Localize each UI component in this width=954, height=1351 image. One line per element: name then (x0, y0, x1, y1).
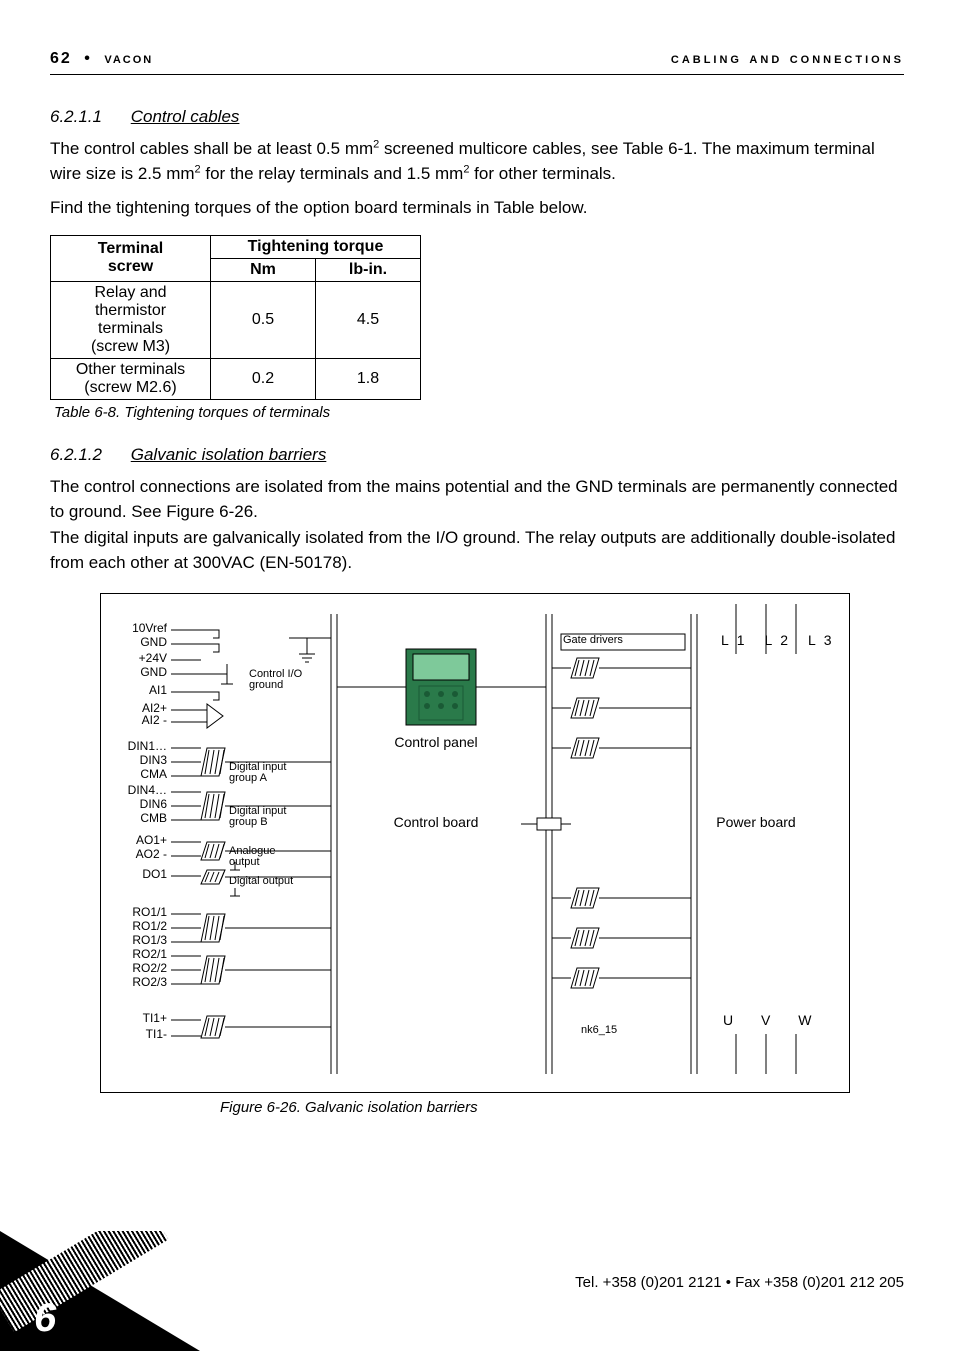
torque-table: Terminal screw Tightening torque Nm lb-i… (50, 235, 421, 400)
th-nm: Nm (211, 258, 316, 281)
bullet-icon: • (84, 50, 92, 67)
footer-contact: Tel. +358 (0)201 2121 • Fax +358 (0)201 … (575, 1274, 904, 1291)
cell-term: Relay andthermistorterminals(screw M3) (51, 281, 211, 358)
table-caption: Table 6-8. Tightening torques of termina… (54, 404, 904, 421)
text: V (761, 1012, 782, 1028)
paragraph-3: The control connections are isolated fro… (50, 475, 904, 524)
brand: vacon (104, 50, 153, 67)
text: screw (108, 258, 153, 275)
control-board-label: Control board (391, 814, 481, 830)
chapter-number: 6 (34, 1296, 56, 1341)
page-header: 62 • vacon cabling and connections (50, 50, 904, 75)
gate-drivers-label: Gate drivers (563, 634, 623, 646)
din-b-label: Digital input group B (229, 806, 309, 828)
power-board-label: Power board (711, 814, 801, 830)
cio-ground-label: Control I/O ground (249, 669, 319, 691)
text: U (723, 1012, 745, 1028)
text: Terminal (98, 240, 164, 257)
page-number: 62 (50, 50, 72, 67)
text: L2 (764, 632, 796, 648)
text: L3 (808, 632, 840, 648)
paragraph-1: The control cables shall be at least 0.5… (50, 137, 904, 186)
text: L1 (721, 632, 753, 648)
header-left: 62 • vacon (50, 50, 153, 68)
din-a-label: Digital input group A (229, 762, 309, 784)
section-title: Galvanic isolation barriers (131, 445, 327, 464)
figure-6-26: 10VrefGND+24VGNDAI1AI2+AI2 -DIN1…DIN3CMA… (100, 593, 850, 1093)
cell-nm: 0.5 (211, 281, 316, 358)
corner-badge: 6 (0, 1231, 200, 1351)
text: for the relay terminals and 1.5 mm (201, 164, 464, 183)
th-terminal: Terminal screw (51, 235, 211, 281)
text: W (798, 1012, 823, 1028)
ao-label: Analogue output (229, 846, 309, 868)
figure-caption: Figure 6-26. Galvanic isolation barriers (220, 1099, 904, 1116)
cell-nm: 0.2 (211, 358, 316, 399)
cell-lbin: 1.8 (316, 358, 421, 399)
do-label: Digital output (229, 876, 309, 887)
motor-labels: U V W (723, 1012, 823, 1028)
paragraph-2: Find the tightening torques of the optio… (50, 196, 904, 221)
section-number: 6.2.1.1 (50, 107, 126, 127)
table-row: Other terminals(screw M2.6) 0.2 1.8 (51, 358, 421, 399)
th-lbin: lb-in. (316, 258, 421, 281)
cell-lbin: 4.5 (316, 281, 421, 358)
section-title: Control cables (131, 107, 240, 126)
figure-ref: nk6_15 (581, 1024, 617, 1036)
section-heading-2: 6.2.1.2 Galvanic isolation barriers (50, 445, 904, 465)
mains-labels: L1 L2 L3 (721, 632, 840, 648)
text: The control cables shall be at least 0.5… (50, 139, 373, 158)
section-number: 6.2.1.2 (50, 445, 126, 465)
control-panel-label: Control panel (391, 734, 481, 750)
header-right: cabling and connections (671, 50, 904, 68)
paragraph-4: The digital inputs are galvanically isol… (50, 526, 904, 575)
text: for other terminals. (469, 164, 615, 183)
table-row: Relay andthermistorterminals(screw M3) 0… (51, 281, 421, 358)
section-heading-1: 6.2.1.1 Control cables (50, 107, 904, 127)
page: 62 • vacon cabling and connections 6.2.1… (0, 0, 954, 1351)
th-torque: Tightening torque (211, 235, 421, 258)
cell-term: Other terminals(screw M2.6) (51, 358, 211, 399)
